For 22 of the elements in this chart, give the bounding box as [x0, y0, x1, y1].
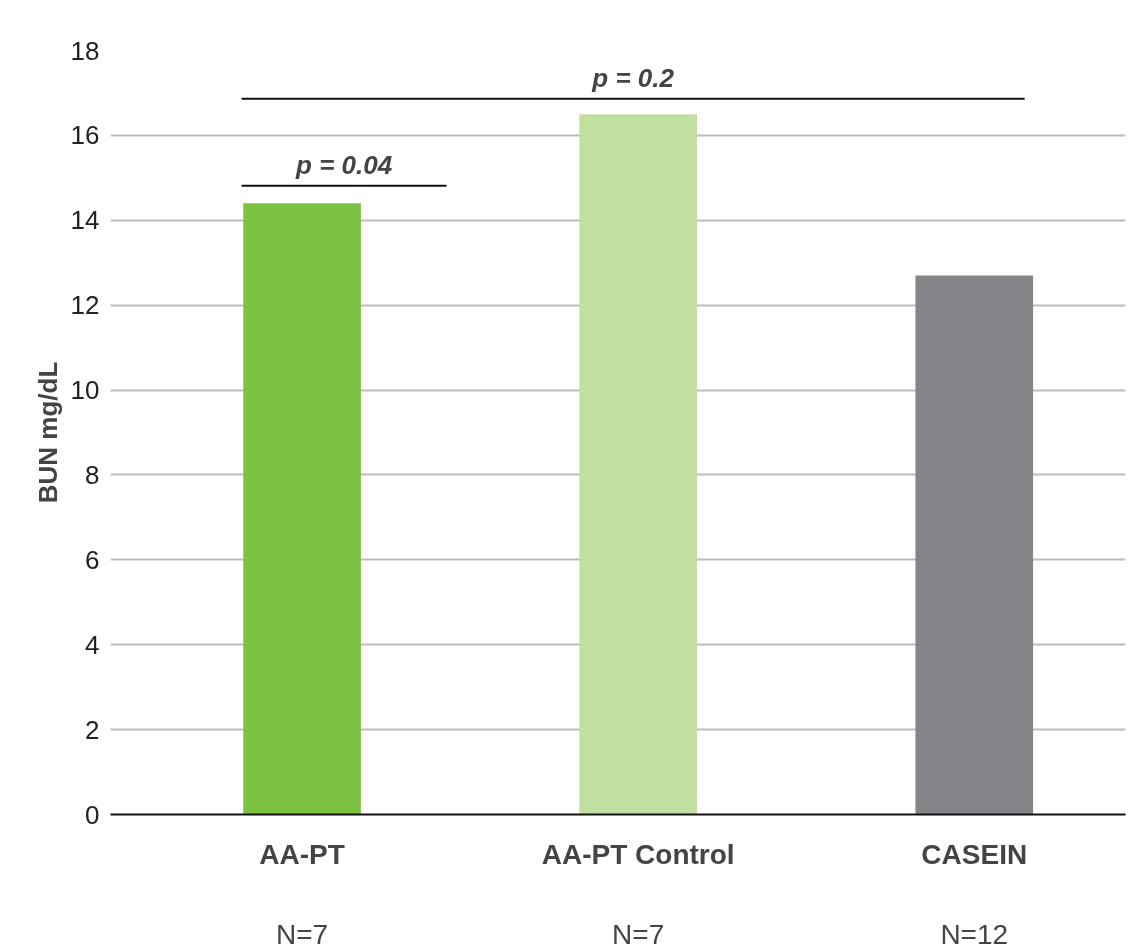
y-tick-label: 14	[70, 205, 100, 236]
y-tick-label: 6	[85, 544, 100, 575]
y-tick-label: 12	[70, 290, 100, 321]
x-tick-label: AA-PT	[259, 838, 345, 870]
bar	[243, 203, 361, 815]
y-tick-label: 4	[85, 629, 100, 660]
y-tick-label: 8	[85, 459, 100, 490]
annotation: p = 0.2	[591, 62, 675, 93]
y-axis-title: BUN mg/dL	[32, 361, 63, 504]
text: N=12	[940, 918, 1009, 950]
y-tick-label: 2	[85, 714, 100, 745]
text: N=7	[612, 918, 665, 950]
y-tick-label: 0	[85, 799, 100, 830]
y-tick-label: 16	[70, 120, 100, 151]
text: N=7	[276, 918, 329, 950]
bar	[915, 275, 1034, 815]
y-tick-label: 18	[70, 35, 100, 66]
y-tick-label: 10	[70, 375, 100, 406]
bar	[579, 114, 697, 815]
x-tick-label: AA-PT Control	[541, 838, 735, 870]
x-tick-label: CASEIN	[921, 838, 1028, 870]
annotation: p = 0.04	[295, 149, 393, 180]
